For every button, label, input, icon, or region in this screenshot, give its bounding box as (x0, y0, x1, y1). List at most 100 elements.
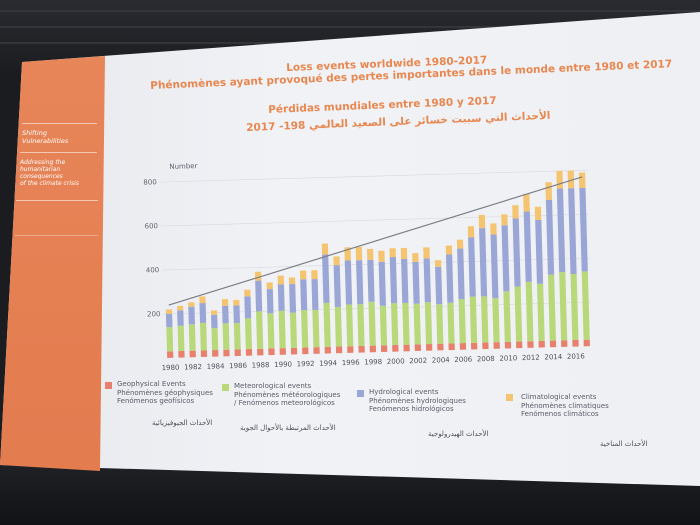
x-tick-label: 1980 (162, 364, 180, 372)
bar-segment (177, 310, 184, 326)
bar-segment (221, 299, 229, 306)
bar-segment (423, 247, 430, 259)
legend-line: Fenómenos geofísicos (117, 397, 195, 405)
x-tick-label: 2008 (477, 355, 495, 363)
bar-segment (480, 296, 489, 343)
sidebar-divider (22, 123, 97, 124)
bar-segment (234, 349, 241, 357)
bar-segment (188, 302, 195, 307)
bar-segment (256, 311, 264, 349)
sidebar-divider (20, 152, 97, 153)
sidebar-divider (16, 200, 98, 201)
bar-segment (482, 342, 489, 350)
legend-label-meteorological: Meteorological events Phénomènes météoro… (234, 382, 340, 408)
bar-segment (401, 258, 409, 303)
bar-segment (211, 327, 219, 351)
bar-segment (503, 291, 511, 342)
bar-segment (178, 350, 185, 358)
bar-segment (572, 339, 579, 347)
bar-segment (277, 275, 285, 285)
bar-segment (403, 344, 410, 352)
bar-segment (177, 305, 184, 311)
bar-segment (289, 283, 297, 313)
legend-swatch-climatological (506, 394, 513, 401)
bar-segment (516, 341, 523, 349)
bar-segment (458, 299, 466, 344)
bar-segment (212, 349, 219, 357)
bar-segment (379, 305, 388, 346)
x-tick-label: 1990 (274, 360, 292, 368)
bar-segment (267, 313, 275, 349)
bar-segment (435, 266, 443, 305)
y-tick-label: 600 (144, 222, 158, 230)
x-tick-label: 1982 (184, 363, 202, 371)
legend-line: Fenómenos climáticos (521, 410, 599, 418)
legend-line: Fenómenos hidrológicos (369, 405, 454, 413)
bar-segment (166, 351, 174, 358)
bar-segment (492, 298, 500, 343)
x-tick-label: 2004 (432, 356, 451, 365)
bar-segment (313, 347, 320, 354)
bar-segment (545, 182, 553, 200)
bar-segment (581, 271, 590, 340)
bar-segment (323, 302, 331, 347)
legend-arabic-climatological: الأحداث المناخية (600, 440, 648, 448)
bar-segment (347, 346, 354, 353)
x-tick-label: 1996 (342, 359, 361, 368)
legend-line: Climatological events (521, 393, 597, 401)
bar-segment (413, 303, 421, 345)
bar-segment (367, 259, 375, 302)
bar-segment (279, 348, 286, 355)
legend-line: Phénomènes climatiques (521, 401, 609, 410)
bar-segment (266, 289, 274, 314)
bar-segment (356, 260, 364, 305)
bar-segment (244, 296, 252, 319)
bar-segment (188, 306, 195, 325)
bar-segment (289, 312, 298, 348)
x-tick-label: 2014 (544, 353, 563, 362)
bar-segment (244, 318, 253, 350)
legend-line: Phénomènes hydrologiques (369, 396, 466, 405)
x-tick-label: 2006 (454, 355, 473, 364)
legend-label-climatological: Climatological events Phénomènes climati… (521, 393, 609, 419)
legend-line: / Fenómenos meteorológicos (234, 399, 335, 407)
bar-segment (490, 234, 499, 299)
sidebar-divider (15, 235, 98, 236)
bar-segment (368, 301, 376, 346)
bar-segment (268, 348, 275, 356)
bar-segment (583, 339, 590, 347)
sidebar-subtitle: Addressing the humanitarian consequences… (20, 159, 79, 187)
bar-segment (547, 274, 556, 341)
bar-segment (389, 248, 396, 258)
bar-segment (299, 270, 307, 280)
x-tick-label: 1984 (207, 362, 226, 371)
bar-segment (527, 341, 534, 348)
bar-segment (290, 347, 298, 355)
bar-segment (344, 260, 353, 305)
bar-segment (210, 310, 218, 315)
bar-segment (412, 253, 419, 262)
bar-segment (561, 340, 568, 347)
sidebar-subtitle-line: of the climate crisis (20, 180, 79, 187)
trend-line (168, 176, 583, 306)
sidebar-section-title-line1: Shifting (22, 129, 47, 137)
bar-segment (222, 323, 230, 350)
bar-segment (501, 214, 508, 226)
legend-line: Meteorological events (234, 382, 312, 390)
legend-arabic-meteorological: الأحداث المرتبطة بالأحوال الجوية (240, 424, 336, 432)
bar-segment (245, 349, 253, 356)
bar-segment (445, 245, 453, 255)
legend-line: Geophysical Events (117, 380, 186, 388)
bar-segment (423, 258, 431, 303)
bar-segment (380, 345, 388, 353)
x-tick-label: 2000 (387, 357, 405, 365)
legend-swatch-geophysical (105, 382, 112, 389)
bar-segment (549, 340, 557, 348)
bar-segment (490, 223, 497, 235)
bar-segment (567, 170, 575, 189)
bar-segment (301, 310, 309, 348)
bar-segment (199, 302, 207, 323)
legend-label-hydrological: Hydrological events Phénomènes hydrologi… (369, 388, 466, 414)
bar-segment (535, 219, 544, 284)
bar-segment (467, 226, 475, 238)
